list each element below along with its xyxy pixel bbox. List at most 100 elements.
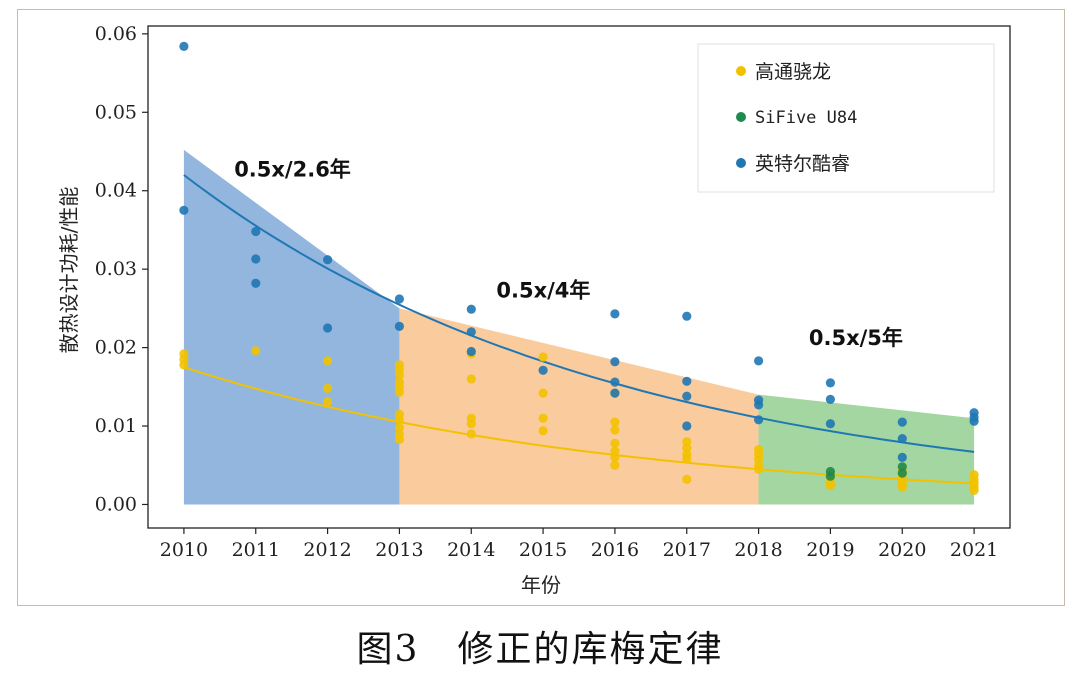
legend-box	[697, 43, 995, 193]
point-s0-28	[610, 417, 620, 427]
legend-label-intel: 英特尔酷睿	[755, 153, 850, 175]
point-s1-2	[897, 462, 907, 472]
band-annotation-1: 0.5x/4年	[496, 278, 590, 302]
y-tick-label: 0.01	[95, 415, 137, 437]
point-s0-47	[825, 481, 836, 491]
point-s0-2	[179, 360, 189, 370]
point-s0-21	[466, 419, 476, 429]
point-s0-14	[394, 415, 404, 425]
point-s2-10	[466, 327, 476, 337]
x-tick-label: 2019	[806, 539, 854, 561]
y-axis-title: 散热设计功耗/性能	[57, 187, 81, 354]
x-tick-label: 2011	[232, 539, 280, 561]
ticks-layer: 2010 2011 2012 2013 2014 2015 2016 2017 2018 2019…	[95, 23, 999, 561]
point-s2-28	[897, 417, 907, 427]
x-tick-label: 2015	[519, 539, 567, 561]
point-s2-9	[466, 304, 476, 314]
point-s2-6	[323, 323, 333, 333]
y-tick-label: 0.02	[95, 337, 137, 359]
point-s2-27	[825, 419, 836, 429]
annotations-layer: 0.5x/2.6年 0.5x/4年 0.5x/5年	[234, 158, 903, 351]
point-s2-33	[969, 416, 979, 426]
point-s0-25	[538, 413, 548, 423]
point-s2-5	[323, 255, 333, 265]
point-s2-21	[754, 356, 764, 366]
point-s2-13	[610, 309, 620, 319]
point-s0-43	[754, 464, 764, 474]
point-s0-58	[969, 485, 979, 495]
legend: 高通骁龙 SiFive U84 英特尔酷睿	[697, 43, 995, 193]
x-axis-title: 年份	[521, 573, 561, 597]
point-s0-3	[251, 346, 261, 356]
point-s0-24	[538, 388, 548, 398]
x-tick-label: 2021	[950, 539, 998, 561]
point-s2-26	[825, 394, 836, 404]
y-tick-label: 0.03	[95, 258, 137, 280]
plot-area-frame	[147, 25, 1011, 529]
figure-caption: 图3 修正的库梅定律	[356, 629, 724, 670]
point-s2-17	[682, 311, 692, 321]
points-layer	[179, 41, 979, 495]
point-s2-3	[251, 254, 261, 264]
point-s0-17	[394, 434, 404, 444]
point-s2-18	[682, 376, 692, 386]
band-2	[758, 394, 975, 505]
point-s2-7	[394, 294, 404, 304]
point-s2-14	[610, 357, 620, 367]
point-s2-1	[179, 205, 189, 215]
y-tick-label: 0.05	[95, 101, 137, 123]
x-tick-label: 2012	[303, 539, 351, 561]
point-s0-37	[682, 454, 692, 464]
band-annotation-0: 0.5x/2.6年	[234, 158, 351, 182]
point-s0-12	[394, 387, 404, 397]
point-s2-19	[682, 391, 692, 401]
point-s0-29	[610, 425, 620, 435]
point-s2-11	[466, 346, 476, 357]
point-s2-24	[754, 415, 764, 425]
y-tick-label: 0.00	[95, 493, 137, 515]
legend-marker-qualcomm	[736, 66, 746, 76]
x-tick-label: 2014	[447, 539, 495, 561]
y-tick-label: 0.04	[95, 180, 137, 202]
point-s0-38	[682, 474, 692, 484]
legend-label-sifive: SiFive U84	[755, 108, 857, 128]
band-1	[399, 308, 759, 505]
point-s0-23	[538, 352, 548, 362]
point-s0-34	[682, 437, 692, 447]
point-s2-30	[897, 452, 907, 462]
point-s0-5	[323, 383, 333, 393]
legend-label-qualcomm: 高通骁龙	[755, 61, 831, 83]
chart: 2010 2011 2012 2013 2014 2015 2016 2017 2018 2019…	[57, 23, 1011, 597]
point-s0-9	[394, 370, 404, 380]
point-s2-25	[825, 378, 836, 388]
point-s0-41	[754, 454, 764, 464]
point-s1-1	[825, 471, 836, 481]
trend-lines-layer	[183, 174, 975, 485]
y-tick-label: 0.06	[95, 23, 137, 45]
trend-line-0	[183, 174, 975, 453]
point-s2-15	[610, 377, 620, 387]
point-s0-31	[610, 446, 620, 456]
point-s0-15	[394, 423, 404, 433]
point-s0-22	[466, 429, 476, 439]
point-s0-33	[610, 460, 620, 470]
point-s2-29	[897, 434, 907, 444]
point-s2-16	[610, 388, 620, 398]
x-tick-label: 2010	[160, 539, 208, 561]
point-s0-4	[323, 356, 333, 366]
point-s1-3	[897, 468, 907, 478]
point-s0-35	[682, 443, 692, 453]
point-s0-32	[610, 452, 620, 462]
point-s2-23	[754, 400, 764, 410]
point-s2-20	[682, 421, 692, 431]
point-s0-6	[323, 397, 333, 407]
band-annotation-2: 0.5x/5年	[809, 326, 903, 350]
x-tick-label: 2017	[663, 539, 711, 561]
point-s0-53	[897, 482, 907, 492]
x-tick-label: 2020	[878, 539, 926, 561]
bands-layer	[183, 149, 975, 505]
legend-marker-sifive	[736, 112, 746, 122]
point-s2-12	[538, 365, 548, 375]
point-s2-8	[394, 321, 404, 331]
point-s2-0	[179, 41, 189, 52]
